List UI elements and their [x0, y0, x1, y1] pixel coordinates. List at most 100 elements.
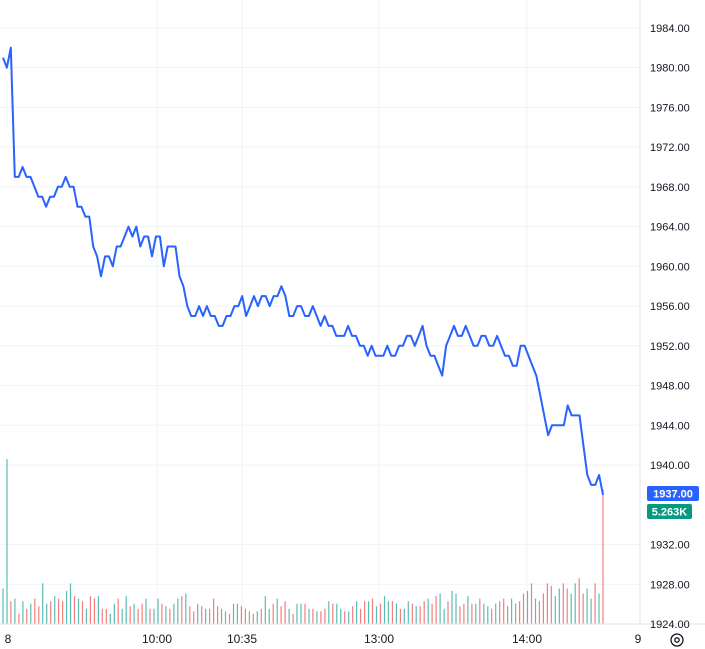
- volume-bar: [340, 608, 342, 624]
- volume-bar: [117, 598, 119, 624]
- volume-bar: [602, 489, 604, 624]
- y-tick-label: 1968.00: [650, 182, 690, 194]
- volume-bar: [308, 608, 310, 624]
- volume-bar: [399, 608, 401, 624]
- volume-bar: [46, 603, 48, 624]
- volume-bar: [415, 606, 417, 624]
- volume-bar: [582, 593, 584, 624]
- volume-bar: [97, 596, 99, 624]
- volume-bar: [352, 606, 354, 624]
- volume-bar: [435, 596, 437, 624]
- volume-bar: [268, 608, 270, 624]
- y-tick-label: 1944.00: [650, 420, 690, 432]
- volume-bar: [530, 583, 533, 624]
- y-tick-label: 1932.00: [650, 540, 690, 552]
- volume-bar: [360, 608, 362, 624]
- volume-bar: [511, 598, 513, 624]
- volume-bar: [217, 606, 219, 624]
- price-line: [2, 46, 604, 495]
- volume-bar: [220, 608, 223, 624]
- volume-bar: [224, 611, 227, 624]
- volume-bar: [499, 601, 501, 624]
- volume-bar: [300, 603, 302, 624]
- volume-bar: [522, 593, 525, 624]
- volume-bar: [515, 603, 517, 624]
- volume-bar: [85, 608, 87, 624]
- volume-bar: [276, 598, 278, 624]
- volume-bar: [447, 601, 449, 624]
- volume-bar: [463, 603, 465, 624]
- volume-bar: [419, 606, 421, 624]
- volume-bar: [189, 606, 191, 624]
- volume-bar: [177, 598, 179, 624]
- x-tick-label: 9: [635, 632, 642, 646]
- volume-bar: [503, 598, 505, 624]
- y-tick-label: 1976.00: [650, 102, 690, 114]
- grid-lines: [0, 0, 640, 625]
- volume-bar: [459, 606, 461, 624]
- volume-bar: [558, 588, 560, 624]
- volume-bar: [260, 608, 262, 624]
- volume-bar: [149, 608, 151, 624]
- volume-bar: [272, 603, 274, 624]
- volume-bar: [77, 598, 80, 624]
- volume-bar: [324, 608, 326, 624]
- volume-bar: [201, 606, 203, 624]
- volume-bar: [507, 606, 509, 624]
- volume-bar: [570, 593, 572, 624]
- volume-bar: [209, 608, 211, 624]
- volume-bar: [66, 591, 68, 624]
- volume-bar: [348, 611, 350, 624]
- volume-bar: [50, 601, 52, 624]
- volume-bar: [93, 598, 95, 624]
- x-tick-label: 10:00: [142, 632, 172, 646]
- volume-bar: [14, 598, 16, 624]
- volume-bar: [491, 608, 493, 624]
- volume-bar: [387, 601, 389, 624]
- volume-bar: [391, 601, 393, 624]
- volume-bar: [304, 603, 306, 624]
- y-tick-label: 1924.00: [650, 619, 690, 631]
- volume-bar: [534, 598, 537, 624]
- volume-bar: [574, 583, 576, 624]
- price-axis[interactable]: 1984.00 1980.00 1976.00 1972.00 1968.00 1964.…: [650, 23, 690, 631]
- volume-bar: [181, 596, 183, 624]
- volume-bar: [550, 585, 552, 624]
- y-tick-label: 1928.00: [650, 579, 690, 591]
- volume-bar: [328, 601, 330, 624]
- volume-bar: [316, 611, 318, 624]
- volume-bar: [554, 596, 556, 624]
- volume-bar: [18, 613, 20, 624]
- volume-bar: [169, 608, 171, 624]
- volume-bar: [423, 601, 425, 624]
- volume-bar: [153, 608, 155, 624]
- volume-bar: [236, 603, 238, 624]
- volume-bar: [594, 583, 596, 624]
- x-tick-label: 14:00: [512, 632, 542, 646]
- volume-bar: [10, 601, 12, 624]
- volume-bar: [165, 606, 167, 624]
- volume-bar: [296, 603, 298, 624]
- volume-bar: [495, 603, 497, 624]
- volume-bar: [22, 601, 24, 624]
- volume-bar: [368, 601, 370, 624]
- volume-bar: [145, 598, 147, 624]
- volume-bar: [395, 603, 397, 624]
- volume-bar: [332, 603, 334, 624]
- settings-gear-icon[interactable]: [670, 633, 684, 647]
- volume-bar: [407, 601, 409, 624]
- volume-bar: [538, 601, 540, 624]
- volume-bar: [455, 593, 457, 624]
- volume-bar: [383, 596, 386, 624]
- volume-bar: [475, 603, 477, 624]
- x-tick-label: 8: [5, 632, 12, 646]
- volume-bar: [590, 598, 592, 624]
- volume-bar: [411, 603, 413, 624]
- x-tick-label: 13:00: [364, 632, 394, 646]
- volume-bar: [443, 608, 445, 624]
- volume-bar: [451, 591, 453, 624]
- time-axis[interactable]: 8 10:00 10:35 13:00 14:00 9: [5, 632, 642, 646]
- volume-bar: [578, 578, 580, 624]
- volume-bar: [157, 598, 159, 624]
